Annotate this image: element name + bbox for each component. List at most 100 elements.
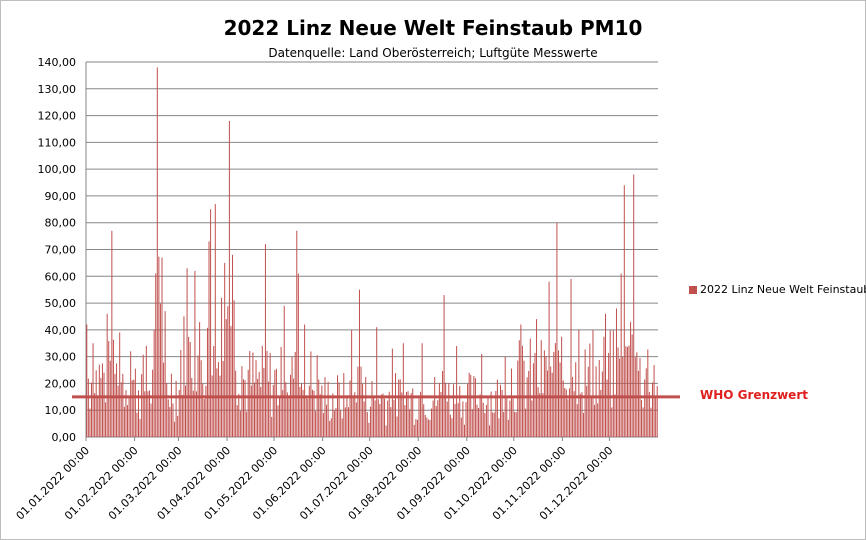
data-bar — [186, 268, 188, 437]
data-bar — [177, 415, 179, 437]
data-bar — [498, 418, 500, 437]
data-bar — [116, 363, 118, 437]
data-bar — [384, 398, 386, 437]
data-bar — [125, 390, 127, 437]
data-bar — [625, 346, 627, 437]
data-bar — [92, 343, 94, 437]
data-bar — [476, 404, 478, 437]
data-bar — [109, 360, 111, 437]
data-bar — [512, 398, 514, 437]
data-bar — [236, 405, 238, 437]
data-bar — [134, 368, 136, 437]
data-bar — [200, 360, 202, 437]
data-bar — [620, 273, 622, 437]
data-bar — [573, 391, 575, 437]
data-bar — [103, 372, 105, 437]
data-bar — [449, 414, 451, 437]
data-bar — [542, 393, 544, 437]
data-bar — [327, 381, 329, 437]
data-bar — [224, 262, 226, 437]
data-bar — [526, 377, 528, 437]
data-bar — [409, 409, 411, 437]
data-bar — [275, 368, 277, 437]
data-bar — [261, 345, 263, 437]
data-bar — [299, 386, 301, 437]
data-bar — [503, 412, 505, 437]
data-bar — [296, 230, 298, 437]
data-bar — [210, 209, 212, 437]
data-bar — [227, 306, 229, 437]
data-bar — [452, 384, 454, 437]
data-bar — [531, 400, 533, 437]
data-bar — [349, 380, 351, 437]
data-bar — [239, 411, 241, 437]
data-bar — [600, 389, 602, 437]
data-bar — [258, 371, 260, 437]
data-bar — [318, 379, 320, 437]
data-bar — [484, 413, 486, 437]
data-bar — [307, 398, 309, 437]
data-bar — [492, 412, 494, 437]
data-bar — [553, 351, 555, 437]
data-bar — [496, 379, 498, 437]
y-tick-label: 20,00 — [45, 377, 77, 390]
data-bar — [175, 380, 177, 437]
data-bar — [382, 393, 384, 437]
data-bar — [652, 382, 654, 437]
data-bar — [442, 371, 444, 437]
data-bar — [244, 380, 246, 437]
data-bar — [95, 370, 97, 437]
data-bar — [322, 413, 324, 437]
data-bar — [587, 366, 589, 437]
data-bar — [507, 419, 509, 437]
who-threshold-label: WHO Grenzwert — [700, 388, 808, 402]
y-tick-label: 0,00 — [52, 431, 77, 444]
data-bar — [473, 376, 475, 437]
data-bar — [123, 406, 125, 437]
data-bar — [141, 374, 143, 437]
legend-label: 2022 Linz Neue Welt Feinstaub PM10 — [700, 283, 866, 296]
data-bar — [537, 387, 539, 437]
data-bar — [603, 336, 605, 437]
data-bar — [520, 324, 522, 437]
data-bar — [424, 414, 426, 437]
data-bar — [194, 270, 196, 437]
data-bar — [315, 411, 317, 437]
data-bar — [570, 278, 572, 437]
data-bar — [489, 425, 491, 437]
data-bar — [462, 401, 464, 437]
data-bar — [230, 326, 232, 437]
data-bar — [393, 399, 395, 437]
data-bar — [423, 404, 425, 437]
data-bar — [86, 324, 88, 437]
data-bar — [310, 351, 312, 437]
data-bar — [255, 360, 257, 437]
data-bar — [525, 408, 527, 437]
data-bar — [97, 395, 99, 437]
data-bar — [470, 374, 472, 437]
data-bar — [457, 403, 459, 437]
data-bar — [437, 400, 439, 437]
data-bar — [490, 391, 492, 437]
data-bar — [398, 379, 400, 437]
data-bar — [399, 379, 401, 437]
data-bar — [501, 389, 503, 437]
data-bar — [404, 405, 406, 437]
data-bar — [500, 384, 502, 437]
data-bar — [523, 360, 525, 437]
data-bar — [152, 369, 154, 437]
data-bar — [471, 409, 473, 437]
data-bar — [202, 383, 204, 437]
data-bar — [548, 281, 550, 437]
data-bar — [443, 295, 445, 437]
y-tick-label: 80,00 — [45, 217, 77, 230]
data-bar — [161, 257, 163, 437]
data-bar — [478, 407, 480, 437]
data-bar — [485, 404, 487, 437]
data-bar — [257, 378, 259, 437]
data-bar — [169, 407, 171, 437]
data-bar — [366, 412, 368, 437]
data-bar — [377, 399, 379, 437]
data-bar — [214, 203, 216, 437]
y-tick-label: 10,00 — [45, 404, 77, 417]
